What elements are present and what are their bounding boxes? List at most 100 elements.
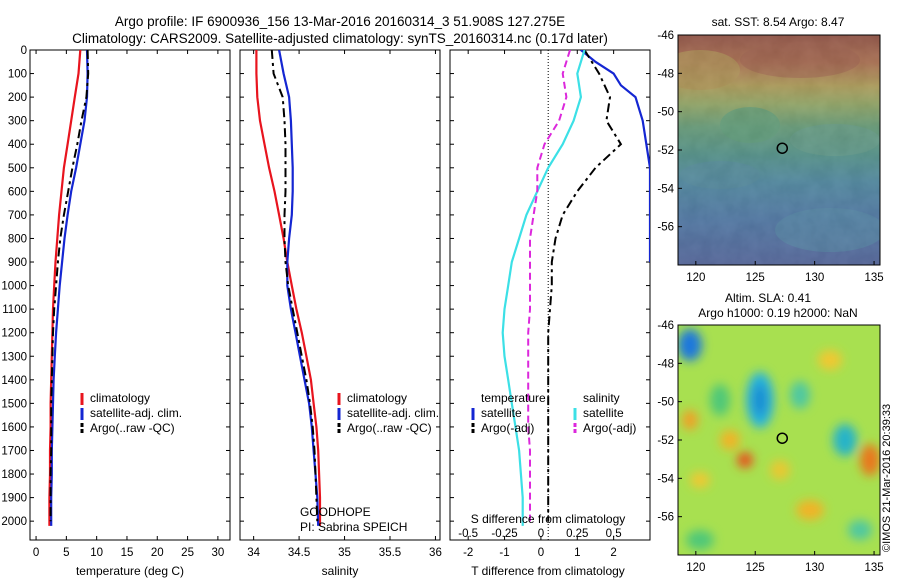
imos-credit: ©IMOS 21-Mar-2016 20:39:33 (881, 404, 893, 552)
salinity-argo-adj--line (527, 50, 571, 522)
y-tick-label: 400 (8, 139, 27, 151)
y-tick-label: 1700 (1, 445, 27, 457)
x-tick-label: 20 (151, 547, 164, 559)
temperature-satellite-line (580, 50, 650, 262)
x-tick-label: 5 (63, 547, 69, 559)
temperature-series (48, 50, 90, 526)
x-tick-label: 15 (121, 547, 134, 559)
legend-label: satellite-adj. clim. (90, 406, 182, 420)
climatology-line (255, 50, 322, 526)
x-tick-label: -1 (499, 547, 509, 559)
sla-field (678, 325, 880, 555)
sla-map-title: Altim. SLA: 0.41 (725, 291, 811, 305)
legend-label: satellite-adj. clim. (347, 406, 439, 420)
x-tick-label: 0 (538, 547, 544, 559)
x-top-tick-label: -0.5 (458, 528, 478, 540)
x-tick-label: 2 (610, 547, 616, 559)
x-tick-label: 0 (33, 547, 39, 559)
figure-title-line2: Climatology: CARS2009. Satellite-adjuste… (72, 31, 608, 46)
legend-label: satellite (481, 406, 522, 420)
legend-label: Argo(-adj) (481, 421, 534, 435)
salinity-plot-frame (239, 49, 441, 541)
x-tick-label: 25 (181, 547, 194, 559)
y-tick-label: 2000 (1, 516, 27, 528)
map-x-tick-label: 135 (864, 272, 883, 284)
sla-map-ticks: 120 125 130 135 -46 -48 -50 -52 -54 -56 (657, 320, 883, 574)
salinity-panel: 34 34.5 35 35.5 36 salinity climatologysatel… (239, 49, 442, 578)
climatology-line (48, 50, 82, 526)
salinity-ticks: 34 34.5 35 35.5 36 (240, 49, 442, 559)
argo-raw-qc--line (270, 50, 319, 522)
map-y-tick-label: -52 (657, 435, 674, 447)
x-tick-label: 34 (247, 547, 260, 559)
y-tick-label: 1900 (1, 493, 27, 505)
difference-plot-frame (449, 49, 651, 541)
x-tick-label: 34.5 (288, 547, 310, 559)
legend-label: Argo(-adj) (583, 421, 636, 435)
y-tick-label: 600 (8, 186, 27, 198)
map-y-tick-label: -52 (657, 145, 674, 157)
legend-title-temperature: temperature (481, 391, 546, 405)
legend-label: climatology (347, 391, 407, 405)
argo-raw-qc--line (49, 50, 90, 522)
map-x-tick-label: 120 (686, 272, 705, 284)
sst-map-ticks: 120 125 130 135 -46 -48 -50 -52 -54 -56 (657, 30, 883, 284)
legend-label: satellite (583, 406, 624, 420)
y-tick-label: 1400 (1, 375, 27, 387)
difference-ticks: -2 -1 0 1 2 -0.5 -0.25 0 0.25 0.5 (450, 49, 650, 559)
temperature-panel: 0100200300400500600700800900100011001200… (1, 45, 231, 578)
y-tick-label: 500 (8, 163, 27, 175)
y-tick-label: 1300 (1, 351, 27, 363)
figure-title-line1: Argo profile: IF 6900936_156 13-Mar-2016… (115, 14, 565, 29)
salinity-series (255, 50, 322, 526)
map-y-tick-label: -50 (657, 397, 674, 409)
difference-series (501, 50, 650, 526)
temperature-ticks: 0100200300400500600700800900100011001200… (1, 45, 230, 559)
x-tick-label: 30 (211, 547, 224, 559)
y-tick-label: 300 (8, 116, 27, 128)
x-tick-label: 1 (574, 547, 580, 559)
satellite-adj-clim--line (278, 50, 320, 526)
x-tick-label: -2 (463, 547, 473, 559)
y-tick-label: 0 (21, 45, 27, 57)
y-tick-label: 1200 (1, 328, 27, 340)
argo-location-marker (776, 142, 789, 154)
argo-location-marker (776, 432, 789, 444)
sst-field (678, 35, 880, 265)
y-tick-label: 900 (8, 257, 27, 269)
pi-annotation: PI: Sabrina SPEICH (300, 520, 407, 534)
map-y-tick-label: -48 (657, 68, 674, 80)
x-tick-label: 35 (338, 547, 351, 559)
map-x-tick-label: 130 (805, 562, 824, 574)
map-y-tick-label: -48 (657, 358, 674, 370)
legend-label: climatology (90, 391, 150, 405)
difference-panel: -2 -1 0 1 2 -0.5 -0.25 0 0.25 0.5 T difference fr… (449, 49, 651, 578)
y-tick-label: 100 (8, 69, 27, 81)
temperature-xlabel: temperature (deg C) (76, 564, 184, 578)
map-y-tick-label: -46 (657, 320, 674, 332)
temperature-plot-frame (29, 49, 231, 541)
y-tick-label: 1800 (1, 469, 27, 481)
sst-map-title: sat. SST: 8.54 Argo: 8.47 (712, 15, 845, 29)
sla-map-subtitle: Argo h1000: 0.19 h2000: NaN (698, 306, 857, 320)
x-top-tick-label: 0.5 (606, 528, 622, 540)
legend-title-salinity: salinity (583, 391, 620, 405)
temperature-argo-adj--line (547, 50, 623, 522)
salinity-satellite-line (501, 50, 586, 526)
project-annotation: GOODHOPE (300, 505, 371, 519)
salinity-xlabel: salinity (322, 564, 359, 578)
map-y-tick-label: -54 (657, 473, 674, 485)
y-tick-label: 1600 (1, 422, 27, 434)
legend-label: Argo(..raw -QC) (90, 421, 175, 435)
map-x-tick-label: 130 (805, 272, 824, 284)
map-y-tick-label: -54 (657, 183, 674, 195)
map-x-tick-label: 125 (746, 562, 765, 574)
map-x-tick-label: 120 (686, 562, 705, 574)
y-tick-label: 200 (8, 92, 27, 104)
x-tick-label: 35.5 (379, 547, 401, 559)
map-y-tick-label: -46 (657, 30, 674, 42)
map-y-tick-label: -56 (657, 222, 674, 234)
x-tick-label: 10 (90, 547, 103, 559)
